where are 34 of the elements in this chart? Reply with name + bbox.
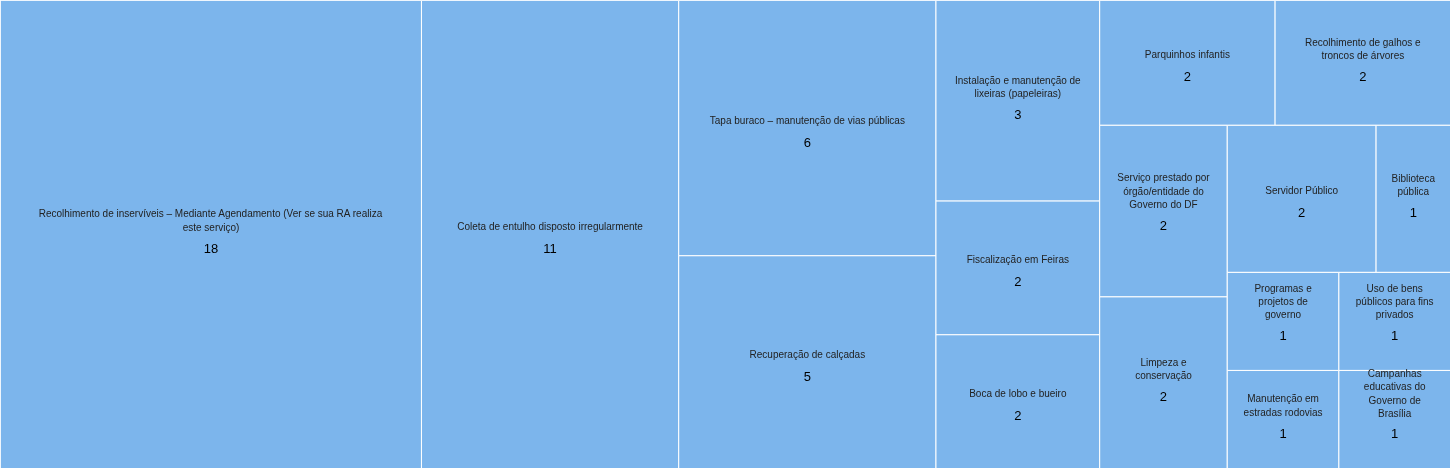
data-label: 3 xyxy=(1014,107,1022,123)
category-label: Serviço prestado por órgão/entidade do Governo do DF xyxy=(1117,172,1211,210)
data-label: 1 xyxy=(1409,205,1417,221)
data-label: 1 xyxy=(1279,327,1287,343)
category-label: Fiscalização em Feiras xyxy=(966,254,1069,266)
data-label: 2 xyxy=(1159,389,1168,405)
data-label: 2 xyxy=(1298,205,1306,221)
category-label: Uso de bens públicos para fins privados xyxy=(1355,282,1434,321)
category-label: Manutenção em estradas rodovias xyxy=(1243,393,1323,418)
category-label: Instalação e manutenção de lixeiras (papeleiras) xyxy=(955,74,1082,99)
data-label: 6 xyxy=(803,134,811,150)
data-label: 2 xyxy=(1183,69,1192,85)
category-label: Programas e projetos de governo xyxy=(1254,282,1313,321)
category-label: Limpeza e conservação xyxy=(1135,356,1193,381)
category-label: Parquinhos infantis xyxy=(1144,49,1230,61)
category-label: Recuperação de calçadas xyxy=(749,348,866,360)
category-label: Recolhimento de galhos e troncos de árvores xyxy=(1304,36,1422,61)
data-label: 2 xyxy=(1359,69,1367,85)
category-label: Coleta de entulho disposto irregularmente xyxy=(457,221,644,232)
category-label: Servidor Público xyxy=(1265,185,1339,197)
data-label: 18 xyxy=(203,241,219,256)
category-label: Biblioteca pública xyxy=(1391,172,1436,197)
category-label: Recolhimento de inservíveis – Mediante Agendamento (Ver se sua RA realiza este serviço) xyxy=(38,208,383,233)
data-label: 1 xyxy=(1279,425,1287,441)
data-label: 11 xyxy=(543,241,557,256)
data-label: 1 xyxy=(1391,425,1399,441)
category-label: Campanhas educativas do Governo de Brasília xyxy=(1363,368,1426,419)
category-label: Boca de lobo e bueiro xyxy=(969,388,1067,400)
data-label: 2 xyxy=(1159,217,1168,233)
data-label: 2 xyxy=(1014,408,1022,424)
data-label: 1 xyxy=(1391,327,1399,343)
category-label: Tapa buraco – manutenção de vias públicas xyxy=(709,114,905,126)
data-label: 2 xyxy=(1014,274,1022,290)
data-label: 5 xyxy=(803,368,811,384)
